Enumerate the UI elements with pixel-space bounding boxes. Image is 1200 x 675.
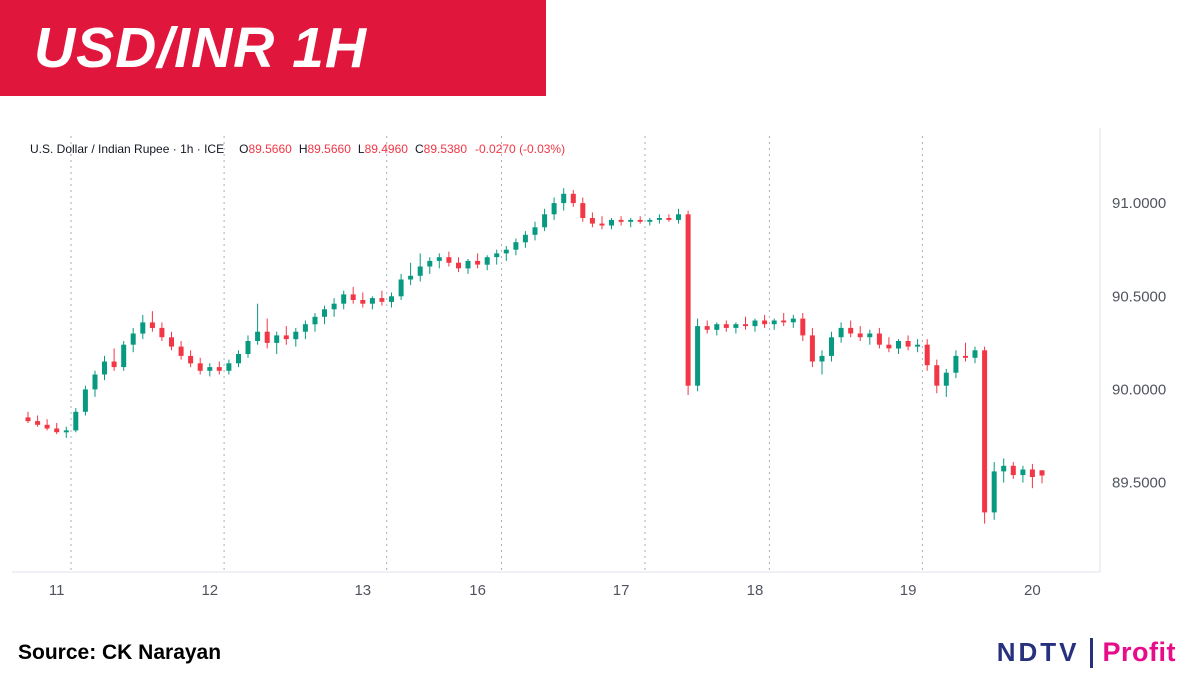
svg-text:91.0000: 91.0000	[1112, 195, 1166, 212]
ohlc-low-value: 89.4960	[364, 142, 408, 156]
svg-text:17: 17	[613, 582, 630, 599]
ndtv-profit-logo: NDTV Profit	[997, 637, 1176, 668]
svg-text:16: 16	[469, 582, 486, 599]
symbol-title: U.S. Dollar / Indian Rupee · 1h · ICE	[30, 142, 225, 156]
svg-text:12: 12	[201, 582, 218, 599]
title-banner: USD/INR 1H	[0, 0, 546, 96]
svg-text:13: 13	[354, 582, 371, 599]
chart-card: U.S. Dollar / Indian Rupee · 1h · ICE O89…	[12, 128, 1188, 634]
ohlc-close-label: C	[414, 142, 424, 156]
logo-divider-bar	[1089, 637, 1093, 668]
ohlc-close-value: 89.5380	[423, 142, 468, 156]
ohlc-high-value: 89.5660	[307, 142, 351, 156]
profit-wordmark: Profit	[1102, 637, 1176, 667]
ohlc-open-value: 89.5660	[248, 142, 292, 156]
ohlc-low-label: L	[357, 142, 365, 156]
svg-text:11: 11	[49, 582, 65, 599]
ohlc-high-label: H	[298, 142, 308, 156]
svg-text:89.5000: 89.5000	[1112, 475, 1166, 492]
candlestick-chart: 91.0000 90.5000 90.0000 89.5000 11 12 13 16 17 18…	[12, 128, 1188, 634]
ndtv-wordmark: NDTV	[996, 637, 1080, 667]
svg-text:20: 20	[1024, 582, 1041, 599]
chart-header: U.S. Dollar / Indian Rupee · 1h · ICE O89…	[30, 142, 565, 156]
ohlc-change: -0.0270 (-0.03%)	[475, 142, 566, 156]
svg-text:19: 19	[900, 582, 917, 599]
svg-text:18: 18	[747, 582, 764, 599]
source-credit: Source: CK Narayan	[18, 641, 222, 664]
ohlc-open-label: O	[239, 142, 249, 156]
page-title: USD/INR 1H	[34, 16, 368, 80]
svg-text:90.5000: 90.5000	[1112, 288, 1166, 305]
svg-text:90.0000: 90.0000	[1112, 381, 1166, 398]
